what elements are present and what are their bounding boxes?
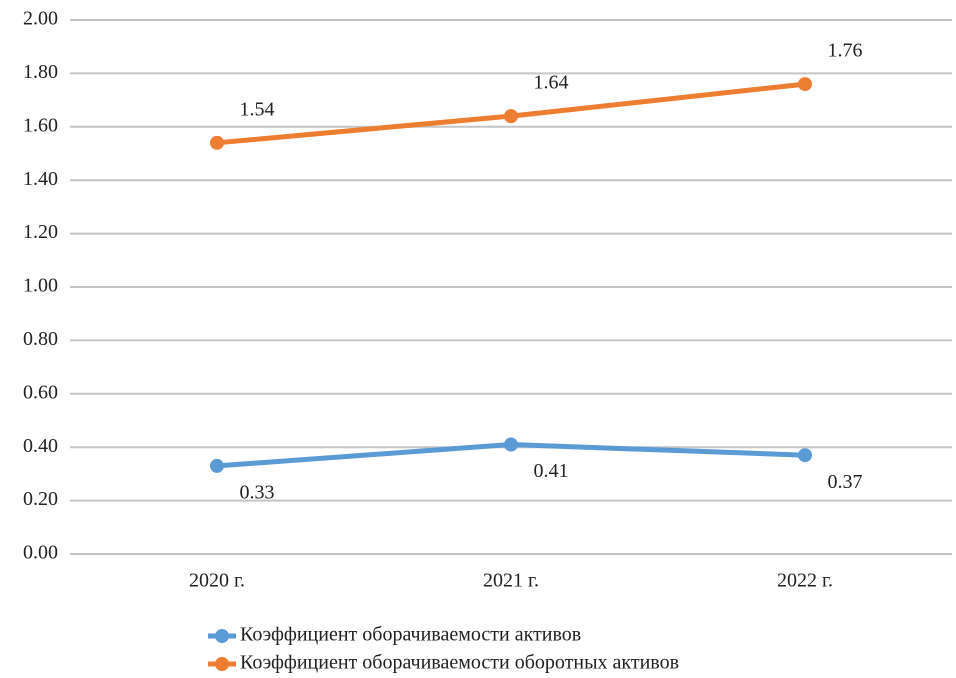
point [504, 437, 518, 452]
y-tick-label: 0.40 [23, 435, 58, 457]
data-label: 1.64 [534, 72, 569, 94]
legend-label: Коэффициент оборачиваемости оборотных ак… [240, 652, 679, 674]
point [210, 458, 224, 473]
x-tick-label: 2021 г. [483, 570, 539, 592]
data-label: 1.76 [828, 40, 863, 62]
y-tick-label: 0.00 [23, 542, 58, 564]
y-tick-label: 1.20 [23, 221, 58, 243]
point [798, 77, 812, 92]
data-label: 1.54 [240, 98, 275, 120]
data-label: 0.37 [828, 471, 863, 493]
y-tick-label: 0.80 [23, 328, 58, 350]
x-tick-label: 2020 г. [189, 570, 245, 592]
data-label: 0.41 [534, 460, 569, 482]
y-tick-label: 0.60 [23, 381, 58, 403]
y-tick-label: 0.20 [23, 488, 58, 510]
legend-label: Коэффициент оборачиваемости активов [240, 624, 581, 646]
y-tick-label: 1.80 [23, 61, 58, 83]
legend-marker [215, 657, 229, 671]
point [504, 109, 518, 124]
y-tick-label: 1.40 [23, 168, 58, 190]
point [798, 448, 812, 463]
legend-marker [215, 629, 229, 643]
data-label: 0.33 [240, 481, 275, 503]
y-tick-label: 1.60 [23, 114, 58, 136]
x-tick-label: 2022 г. [777, 570, 833, 592]
y-tick-label: 2.00 [23, 8, 58, 30]
y-tick-label: 1.00 [23, 275, 58, 297]
point [210, 135, 224, 150]
